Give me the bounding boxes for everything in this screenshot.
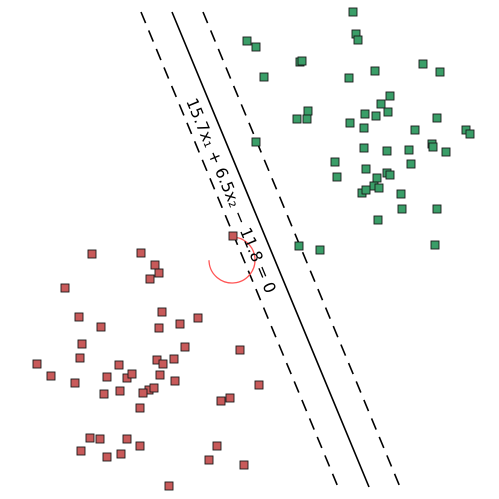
red-point-21 — [46, 371, 56, 381]
red-point-6 — [157, 307, 167, 317]
red-point-5 — [60, 283, 70, 293]
red-point-34 — [225, 393, 235, 403]
red-point-22 — [102, 372, 112, 382]
green-point-14 — [360, 109, 370, 119]
red-point-43 — [135, 441, 145, 451]
green-point-30 — [404, 145, 414, 155]
green-point-15 — [371, 111, 381, 121]
red-point-39 — [122, 434, 132, 444]
red-point-41 — [116, 449, 126, 459]
boundary-lines — [140, 11, 401, 488]
green-point-11 — [435, 67, 445, 77]
highlight-point — [228, 231, 238, 241]
red-point-13 — [180, 342, 190, 352]
green-point-26 — [251, 137, 261, 147]
red-point-38 — [95, 434, 105, 444]
green-point-1 — [242, 36, 252, 46]
green-point-50 — [430, 240, 440, 250]
red-point-8 — [96, 322, 106, 332]
red-point-32 — [138, 388, 148, 398]
green-point-12 — [385, 91, 395, 101]
green-point-48 — [294, 241, 304, 251]
red-point-40 — [76, 446, 86, 456]
red-point-25 — [155, 370, 165, 380]
green-point-45 — [397, 204, 407, 214]
red-point-9 — [154, 323, 164, 333]
red-point-47 — [164, 481, 174, 491]
green-point-38 — [385, 170, 395, 180]
red-point-31 — [149, 383, 159, 393]
red-point-7 — [74, 312, 84, 322]
green-point-34 — [332, 172, 342, 182]
green-point-4 — [353, 35, 363, 45]
decision-boundary-equation: 15.7x₁ + 6.5x₂ − 11.8 = 0 — [182, 95, 280, 296]
red-point-1 — [136, 248, 146, 258]
green-point-5 — [259, 72, 269, 82]
green-point-47 — [432, 204, 442, 214]
red-point-15 — [75, 353, 85, 363]
data-points — [32, 7, 475, 491]
green-point-49 — [315, 245, 325, 255]
red-point-14 — [235, 345, 245, 355]
margin-line-upper — [140, 11, 339, 488]
green-point-22 — [410, 125, 420, 135]
green-point-29 — [382, 146, 392, 156]
green-point-36 — [372, 173, 382, 183]
red-point-4 — [145, 274, 155, 284]
green-point-20 — [359, 123, 369, 133]
green-point-41 — [374, 183, 384, 193]
red-point-42 — [102, 452, 112, 462]
green-point-23 — [432, 113, 442, 123]
green-point-9 — [370, 66, 380, 76]
green-point-44 — [396, 189, 406, 199]
red-point-26 — [170, 376, 180, 386]
green-point-46 — [373, 215, 383, 225]
green-point-16 — [292, 114, 302, 124]
red-point-35 — [254, 380, 264, 390]
red-point-20 — [158, 359, 168, 369]
green-point-8 — [344, 73, 354, 83]
red-point-17 — [169, 354, 179, 364]
red-point-10 — [175, 319, 185, 329]
red-point-12 — [77, 339, 87, 349]
red-point-46 — [239, 460, 249, 470]
red-point-44 — [212, 441, 222, 451]
green-point-2 — [251, 42, 261, 52]
green-point-21 — [383, 107, 393, 117]
red-point-27 — [70, 378, 80, 388]
green-point-0 — [348, 7, 358, 17]
highlight-marker — [208, 231, 256, 284]
red-point-3 — [154, 268, 164, 278]
green-point-33 — [441, 147, 451, 157]
green-point-35 — [361, 164, 371, 174]
red-point-37 — [85, 433, 95, 443]
red-point-29 — [115, 386, 125, 396]
red-point-33 — [216, 396, 226, 406]
green-point-32 — [428, 142, 438, 152]
red-point-18 — [32, 359, 42, 369]
red-point-11 — [193, 313, 203, 323]
green-point-43 — [361, 185, 371, 195]
green-point-25 — [465, 129, 475, 139]
red-point-2 — [150, 260, 160, 270]
green-point-19 — [345, 118, 355, 128]
green-point-13 — [376, 99, 386, 109]
margin-line-lower — [202, 11, 401, 488]
decision-boundary-line — [171, 11, 370, 488]
green-point-28 — [359, 143, 369, 153]
red-point-28 — [99, 389, 109, 399]
green-point-10 — [418, 59, 428, 69]
red-point-19 — [114, 360, 124, 370]
green-point-39 — [406, 159, 416, 169]
green-point-7 — [297, 56, 307, 66]
red-point-36 — [135, 403, 145, 413]
green-point-18 — [302, 114, 312, 124]
red-point-24 — [127, 369, 137, 379]
green-point-17 — [303, 106, 313, 116]
red-point-45 — [204, 455, 214, 465]
green-point-27 — [330, 157, 340, 167]
red-point-0 — [87, 249, 97, 259]
